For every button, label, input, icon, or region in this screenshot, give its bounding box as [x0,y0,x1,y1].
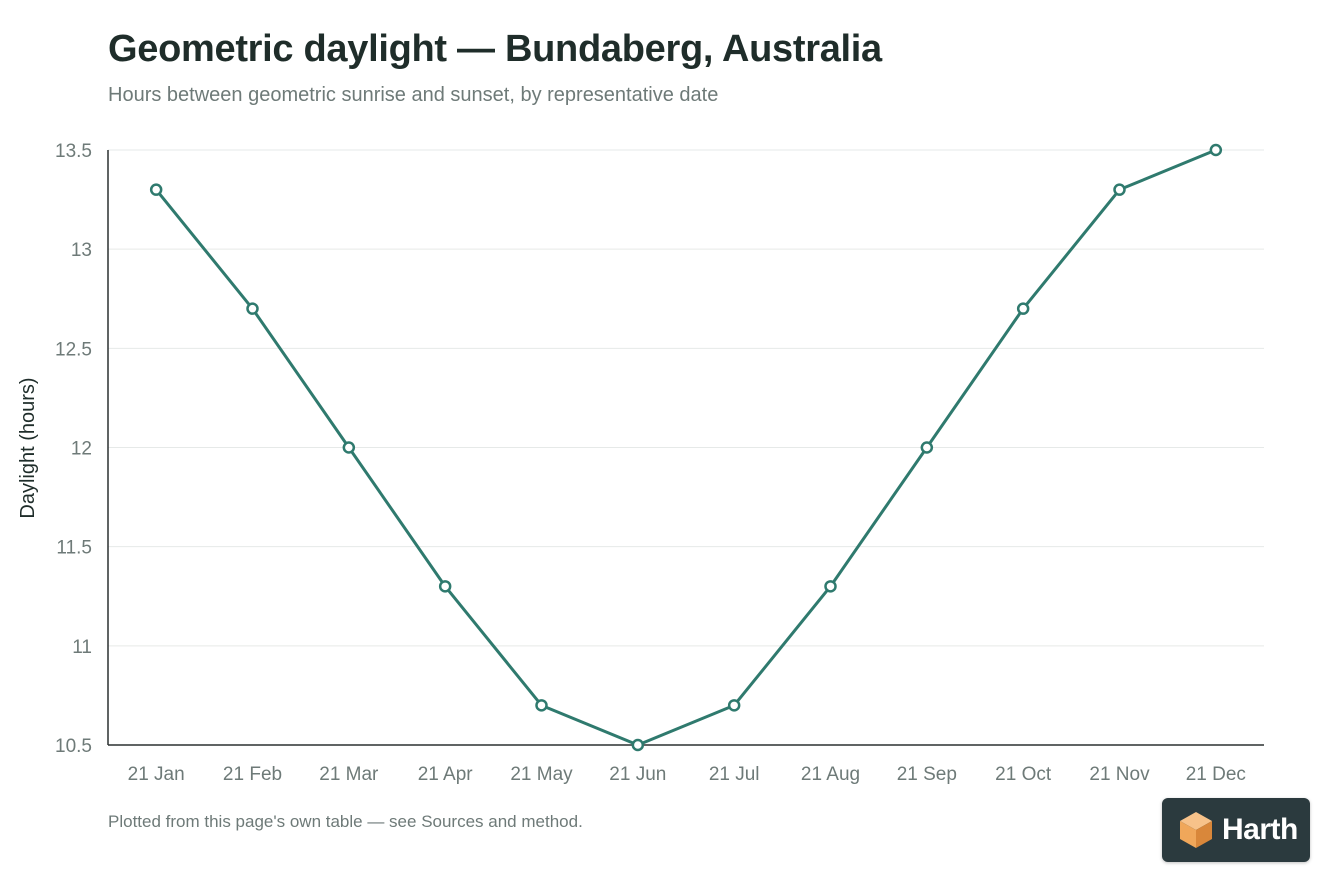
x-tick-label: 21 Aug [801,764,860,785]
chart-title: Geometric daylight — Bundaberg, Australi… [108,28,882,70]
x-tick-label: 21 Nov [1089,764,1150,785]
x-tick-label: 21 Jan [128,764,185,785]
x-tick-labels: 21 Jan 21 Feb 21 Mar 21 Apr 21 May 21 Jun 21 J… [128,764,1246,785]
y-tick-label: 10.5 [55,736,92,757]
data-point[interactable] [342,441,356,454]
cube-icon [1180,812,1212,848]
y-tick-label: 13 [71,240,92,261]
y-tick-label: 11 [72,637,92,658]
axes [107,150,1264,746]
gridlines [108,149,1264,647]
data-point[interactable] [535,699,548,712]
y-tick-label: 11.5 [56,538,92,559]
data-point[interactable] [727,699,741,712]
y-axis-label: Daylight (hours) [17,377,39,518]
y-tick-label: 12.5 [55,339,92,360]
x-tick-label: 21 Mar [319,764,379,785]
y-tick-labels: 10.5 11 11.5 12 12.5 13 13.5 [55,141,92,757]
chart-subtitle: Hours between geometric sunrise and suns… [108,84,719,106]
data-point[interactable] [1016,302,1030,315]
source-footnote: Plotted from this page's own table — see… [108,812,583,831]
data-point[interactable] [149,183,163,196]
y-tick-label: 13.5 [55,141,92,162]
x-tick-label: 21 Jun [609,764,666,785]
x-tick-label: 21 Feb [223,764,282,785]
series-line [154,148,1218,747]
data-point[interactable] [246,302,259,315]
logo-wordmark: Harth [1222,813,1298,846]
data-point[interactable] [920,441,934,454]
data-point[interactable] [1209,143,1223,157]
x-tick-label: 21 May [510,764,573,785]
data-point[interactable] [1113,183,1126,196]
data-point[interactable] [438,580,452,593]
data-point[interactable] [824,580,837,593]
y-tick-label: 12 [71,439,92,460]
series-daylight [149,143,1223,752]
x-tick-label: 21 Apr [418,764,474,785]
x-tick-label: 21 Oct [995,764,1052,785]
brand-logo[interactable]: Harth [1162,798,1310,862]
x-tick-label: 21 Sep [897,764,957,785]
data-point[interactable] [631,738,645,752]
x-tick-label: 21 Dec [1186,764,1246,785]
x-tick-label: 21 Jul [709,764,760,785]
